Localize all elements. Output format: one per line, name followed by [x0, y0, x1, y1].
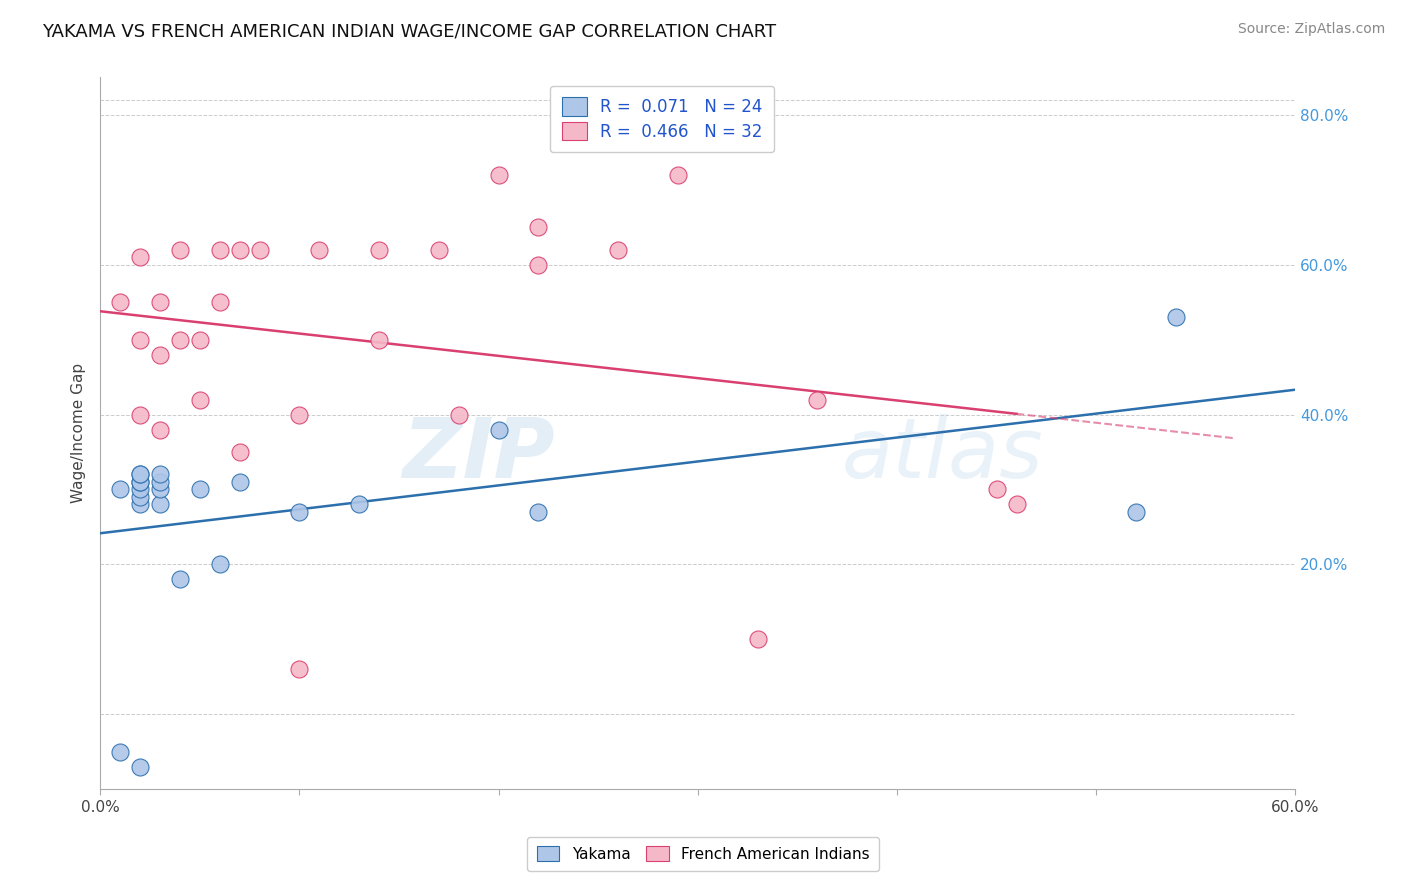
Point — [288, 505, 311, 519]
Point — [169, 243, 191, 257]
Point — [527, 220, 550, 235]
Point — [228, 243, 250, 257]
Point — [129, 475, 152, 489]
Point — [527, 505, 550, 519]
Point — [427, 243, 450, 257]
Text: YAKAMA VS FRENCH AMERICAN INDIAN WAGE/INCOME GAP CORRELATION CHART: YAKAMA VS FRENCH AMERICAN INDIAN WAGE/IN… — [42, 22, 776, 40]
Point — [208, 295, 231, 310]
Point — [1005, 498, 1028, 512]
Point — [188, 392, 211, 407]
Point — [607, 243, 630, 257]
Point — [129, 483, 152, 497]
Point — [208, 558, 231, 572]
Point — [308, 243, 330, 257]
Point — [208, 243, 231, 257]
Point — [188, 483, 211, 497]
Point — [108, 745, 131, 759]
Point — [368, 333, 391, 347]
Point — [129, 250, 152, 264]
Point — [149, 423, 172, 437]
Point — [129, 759, 152, 773]
Point — [108, 295, 131, 310]
Point — [188, 333, 211, 347]
Y-axis label: Wage/Income Gap: Wage/Income Gap — [72, 363, 86, 503]
Point — [149, 475, 172, 489]
Text: Source: ZipAtlas.com: Source: ZipAtlas.com — [1237, 22, 1385, 37]
Point — [288, 662, 311, 676]
Text: ZIP: ZIP — [402, 414, 554, 495]
Text: atlas: atlas — [841, 414, 1043, 495]
Point — [129, 333, 152, 347]
Point — [129, 408, 152, 422]
Point — [288, 408, 311, 422]
Point — [368, 243, 391, 257]
Point — [986, 483, 1008, 497]
Point — [249, 243, 271, 257]
Point — [1164, 310, 1187, 325]
Point — [149, 348, 172, 362]
Point — [228, 445, 250, 459]
Point — [347, 498, 370, 512]
Point — [108, 483, 131, 497]
Point — [129, 467, 152, 482]
Legend: Yakama, French American Indians: Yakama, French American Indians — [527, 837, 879, 871]
Point — [169, 333, 191, 347]
Point — [747, 632, 769, 647]
Point — [129, 475, 152, 489]
Point — [169, 573, 191, 587]
Point — [129, 490, 152, 504]
Legend: R =  0.071   N = 24, R =  0.466   N = 32: R = 0.071 N = 24, R = 0.466 N = 32 — [550, 86, 773, 153]
Point — [488, 423, 510, 437]
Point — [666, 168, 689, 182]
Point — [1125, 505, 1147, 519]
Point — [149, 295, 172, 310]
Point — [806, 392, 828, 407]
Point — [149, 498, 172, 512]
Point — [228, 475, 250, 489]
Point — [527, 258, 550, 272]
Point — [447, 408, 470, 422]
Point — [149, 483, 172, 497]
Point — [149, 467, 172, 482]
Point — [129, 467, 152, 482]
Point — [488, 168, 510, 182]
Point — [129, 498, 152, 512]
